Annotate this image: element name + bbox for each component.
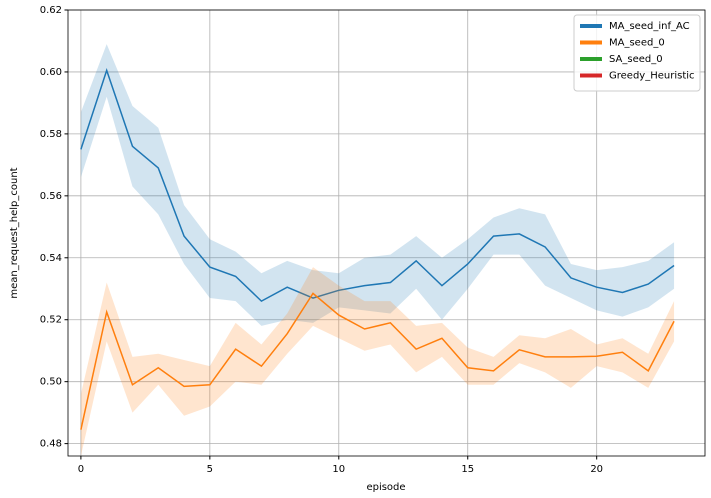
- confidence-band: [80, 44, 675, 326]
- y-tick-label: 0.50: [40, 377, 62, 388]
- y-tick-label: 0.48: [40, 439, 62, 450]
- x-tick-label: 5: [207, 464, 213, 475]
- y-tick-label: 0.60: [40, 67, 62, 78]
- y-tick-label: 0.56: [40, 191, 62, 202]
- x-tick-label: 0: [78, 464, 84, 475]
- x-tick-label: 20: [590, 464, 603, 475]
- x-tick-label: 15: [461, 464, 474, 475]
- confidence-band: [80, 267, 675, 456]
- line: [80, 68, 675, 303]
- y-tick-label: 0.54: [40, 253, 62, 264]
- x-tick-label: 10: [332, 464, 345, 475]
- legend-label: SA_seed_0: [609, 54, 663, 65]
- plot-frame: [67, 9, 706, 457]
- y-tick-label: 0.52: [40, 315, 62, 326]
- legend-box: [573, 14, 701, 92]
- x-axis-label: episode: [366, 482, 405, 493]
- y-axis-label: mean_request_help_count: [9, 167, 20, 298]
- legend: MA_seed_inf_AC MA_seed_0 SA_seed_0 Greedy_H…: [573, 14, 701, 92]
- legend-label: MA_seed_0: [609, 38, 665, 49]
- legend-label: Greedy_Heuristic: [609, 71, 695, 82]
- legend-label: MA_seed_inf_AC: [609, 21, 690, 32]
- y-tick-label: 0.58: [40, 129, 62, 140]
- line: [80, 292, 675, 430]
- y-tick-label: 0.62: [40, 5, 62, 16]
